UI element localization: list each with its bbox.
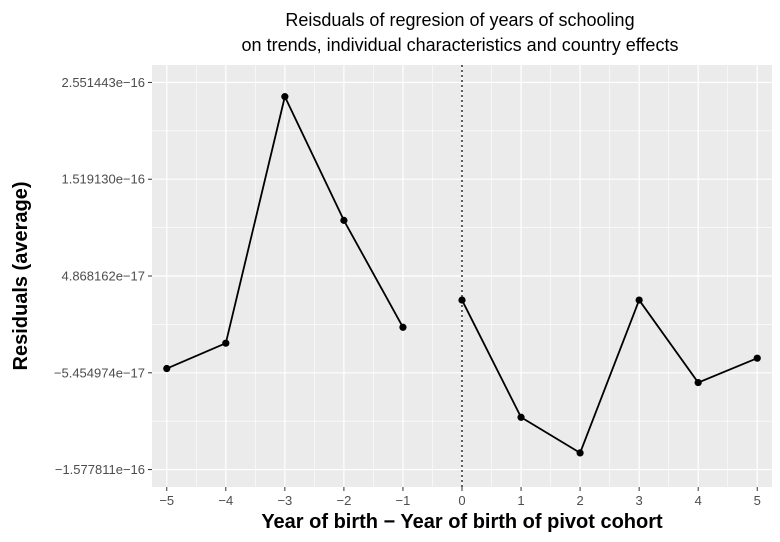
x-tick-label: 1 bbox=[517, 493, 524, 508]
x-axis-label: Year of birth − Year of birth of pivot c… bbox=[261, 511, 663, 533]
data-point bbox=[281, 93, 289, 101]
chart-title-line-1: Reisduals of regresion of years of schoo… bbox=[285, 10, 634, 30]
data-point bbox=[163, 364, 171, 373]
series-line-segment bbox=[461, 299, 758, 454]
x-tick-label: −5 bbox=[159, 493, 174, 508]
data-point bbox=[399, 323, 407, 331]
x-axis: −5 −4 −3 −2 −1 0 1 2 3 4 5 bbox=[159, 487, 761, 508]
y-tick-label: −1.577811e−16 bbox=[55, 462, 145, 477]
y-tick-label: 4.868162e−17 bbox=[61, 268, 145, 283]
x-tick-label: 0 bbox=[458, 493, 465, 508]
x-tick-label: 3 bbox=[636, 493, 643, 508]
y-axis: 2.551443e−16 1.519130e−16 4.868162e−17 −5.4… bbox=[54, 75, 152, 477]
x-tick-label: 5 bbox=[754, 493, 761, 508]
x-tick-label: −1 bbox=[396, 493, 411, 508]
data-point bbox=[340, 216, 348, 224]
y-tick-label: 1.519130e−16 bbox=[61, 172, 145, 187]
data-point bbox=[517, 413, 525, 421]
x-tick-label: −3 bbox=[277, 493, 292, 508]
y-axis-label: Residuals (average) bbox=[10, 182, 32, 371]
data-point bbox=[222, 339, 230, 347]
data-point bbox=[635, 296, 643, 304]
data-point bbox=[694, 378, 702, 387]
x-tick-label: −2 bbox=[336, 493, 351, 508]
y-tick-label: −5.454974e−17 bbox=[54, 365, 145, 380]
x-tick-label: −4 bbox=[218, 493, 233, 508]
x-tick-label: 2 bbox=[576, 493, 583, 508]
data-point bbox=[753, 354, 761, 362]
x-tick-label: 4 bbox=[695, 493, 702, 508]
y-tick-label: 2.551443e−16 bbox=[61, 75, 145, 90]
data-point bbox=[458, 296, 466, 304]
chart-title-line-2: on trends, individual characteristics an… bbox=[242, 35, 679, 55]
series-points bbox=[163, 93, 761, 457]
data-point bbox=[576, 449, 584, 457]
